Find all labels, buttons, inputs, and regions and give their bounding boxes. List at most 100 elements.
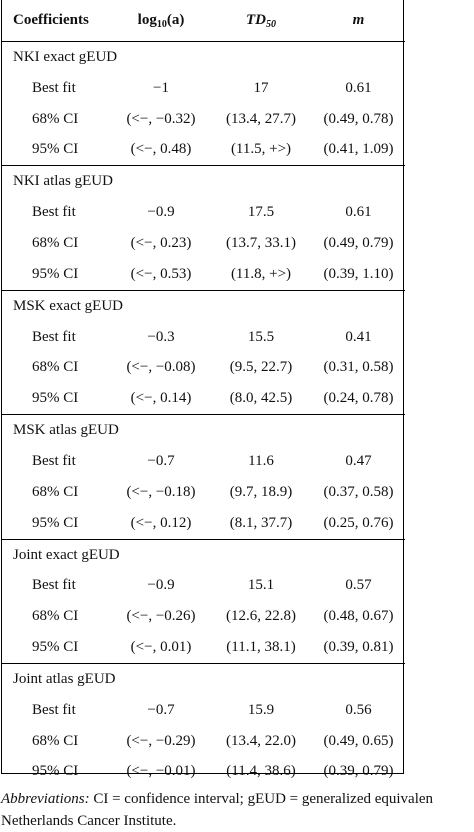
group-title: NKI atlas gEUD	[2, 165, 405, 198]
header-td50: TD50	[210, 0, 312, 42]
footnote-line-1: Abbreviations: CI = confidence interval;…	[1, 788, 474, 810]
table-row: 68% CI (<−, 0.23) (13.7, 33.1) (0.49, 0.79)	[2, 228, 405, 259]
group-header-row: MSK atlas gEUD	[2, 414, 405, 447]
td50-cell: 17	[253, 79, 269, 96]
table-row: 95% CI (<−, 0.01) (11.1, 38.1) (0.39, 0.81)	[2, 632, 405, 663]
table-row: 95% CI (<−, −0.01) (11.4, 38.6) (0.39, 0.79…	[2, 757, 405, 788]
m-cell: (0.25, 0.76)	[323, 514, 394, 531]
footnote-text-1: CI = confidence interval; gEUD = general…	[89, 791, 434, 807]
group-title: MSK atlas gEUD	[2, 414, 405, 447]
group-header-row: NKI exact gEUD	[2, 42, 405, 74]
m-cell: (0.24, 0.78)	[323, 390, 394, 407]
table-footnote: Abbreviations: CI = confidence interval;…	[1, 788, 474, 832]
table-row: 68% CI (<−, −0.26) (12.6, 22.8) (0.48, 0.67…	[2, 601, 405, 632]
m-cell: (0.39, 1.10)	[323, 265, 394, 282]
header-log-sub: 10	[156, 19, 167, 30]
td50-cell: (8.0, 42.5)	[229, 390, 293, 407]
td50-cell: (9.7, 18.9)	[229, 483, 293, 500]
log10a-cell: (<−, −0.29)	[126, 732, 196, 749]
row-label: 68% CI	[32, 608, 79, 625]
group-title: Joint exact gEUD	[2, 538, 405, 571]
log10a-cell: (<−, 0.12)	[130, 514, 192, 531]
td50-cell: (13.4, 27.7)	[226, 110, 296, 127]
row-label: 68% CI	[32, 732, 79, 749]
row-label: Best fit	[32, 328, 76, 345]
log10a-cell: (<−, 0.53)	[130, 265, 192, 282]
coefficients-table-container: Coefficients log10(a) TD50 m NKI exact g…	[1, 0, 405, 779]
table-row: Best fit −0.9 17.5 0.61	[2, 197, 405, 228]
m-cell: (0.49, 0.78)	[323, 110, 394, 127]
group-header-row: NKI atlas gEUD	[2, 165, 405, 198]
table-header: Coefficients log10(a) TD50 m	[2, 0, 405, 42]
row-label: 68% CI	[32, 483, 79, 500]
table-row: 95% CI (<−, 0.48) (11.5, +>) (0.41, 1.09)	[2, 135, 405, 166]
m-cell: 0.61	[345, 79, 372, 96]
log10a-cell: (<−, −0.32)	[126, 110, 196, 127]
table-row: 68% CI (<−, −0.08) (9.5, 22.7) (0.31, 0.58)	[2, 353, 405, 384]
group-title: NKI exact gEUD	[13, 49, 118, 65]
table-row: 95% CI (<−, 0.14) (8.0, 42.5) (0.24, 0.78)	[2, 383, 405, 414]
row-label: Best fit	[32, 79, 76, 96]
row-label: 95% CI	[32, 265, 79, 282]
log10a-cell: −0.7	[147, 453, 175, 470]
log10a-cell: (<−, 0.48)	[130, 141, 192, 158]
m-cell: (0.39, 0.79)	[323, 763, 394, 780]
log10a-cell: (<−, −0.08)	[126, 359, 196, 376]
table-row: Best fit −1 17 0.61	[2, 73, 405, 104]
td50-cell: (13.7, 33.1)	[226, 235, 296, 252]
m-cell: 0.57	[345, 577, 372, 594]
row-label: Best fit	[32, 577, 76, 594]
m-cell: 0.41	[345, 328, 372, 345]
m-cell: (0.41, 1.09)	[323, 141, 394, 158]
log10a-cell: (<−, −0.01)	[126, 763, 196, 780]
footnote-line-2: Netherlands Cancer Institute.	[1, 813, 177, 829]
table-body: NKI exact gEUD Best fit −1 17 0.61 68% CI (<−,…	[2, 42, 405, 788]
table-row: Best fit −0.7 15.9 0.56	[2, 695, 405, 726]
row-label: 68% CI	[32, 235, 79, 252]
m-cell: (0.31, 0.58)	[323, 359, 394, 376]
header-log10a: log10(a)	[112, 0, 210, 42]
log10a-cell: (<−, 0.14)	[130, 390, 192, 407]
table-row: 68% CI (<−, −0.18) (9.7, 18.9) (0.37, 0.58)	[2, 477, 405, 508]
td50-cell: (13.4, 22.0)	[226, 732, 296, 749]
m-cell: (0.37, 0.58)	[323, 483, 394, 500]
row-label: 68% CI	[32, 110, 79, 127]
log10a-cell: −0.9	[147, 204, 175, 221]
group-header-row: Joint exact gEUD	[2, 538, 405, 571]
log10a-cell: −0.3	[147, 328, 175, 345]
table-row: 68% CI (<−, −0.29) (13.4, 22.0) (0.49, 0.65…	[2, 726, 405, 757]
td50-cell: (11.8, +>)	[230, 265, 292, 282]
row-label: 95% CI	[32, 390, 79, 407]
group-header-row: MSK exact gEUD	[2, 289, 405, 322]
row-label: Best fit	[32, 701, 76, 718]
group-title: MSK exact gEUD	[2, 289, 405, 322]
td50-cell: (9.5, 22.7)	[229, 359, 293, 376]
table-row: 95% CI (<−, 0.12) (8.1, 37.7) (0.25, 0.76)	[2, 508, 405, 539]
row-label: 95% CI	[32, 514, 79, 531]
td50-cell: 11.6	[248, 453, 274, 470]
group-title: Joint atlas gEUD	[2, 662, 405, 695]
log10a-cell: −0.9	[147, 577, 175, 594]
table-row: Best fit −0.9 15.1 0.57	[2, 571, 405, 602]
td50-cell: (8.1, 37.7)	[229, 514, 293, 531]
td50-cell: 17.5	[247, 204, 275, 221]
row-label: Best fit	[32, 204, 76, 221]
log10a-cell: (<−, 0.01)	[130, 639, 192, 656]
row-label: Best fit	[32, 453, 76, 470]
m-cell: 0.61	[345, 204, 372, 221]
table-row: Best fit −0.7 11.6 0.47	[2, 446, 405, 477]
td50-cell: (11.4, 38.6)	[226, 763, 296, 780]
m-cell: 0.47	[345, 453, 372, 470]
m-cell: (0.49, 0.79)	[323, 235, 394, 252]
header-coefficients: Coefficients	[2, 0, 112, 42]
header-td-sub: 50	[266, 19, 276, 30]
table-row: Best fit −0.3 15.5 0.41	[2, 322, 405, 353]
m-cell: (0.39, 0.81)	[323, 639, 394, 656]
log10a-cell: (<−, 0.23)	[130, 235, 192, 252]
row-label: 95% CI	[32, 763, 79, 780]
group-header-row: Joint atlas gEUD	[2, 662, 405, 695]
header-m: m	[312, 0, 405, 42]
m-cell: 0.56	[345, 701, 372, 718]
row-label: 95% CI	[32, 639, 79, 656]
table-row: 68% CI (<−, −0.32) (13.4, 27.7) (0.49, 0.78…	[2, 104, 405, 135]
